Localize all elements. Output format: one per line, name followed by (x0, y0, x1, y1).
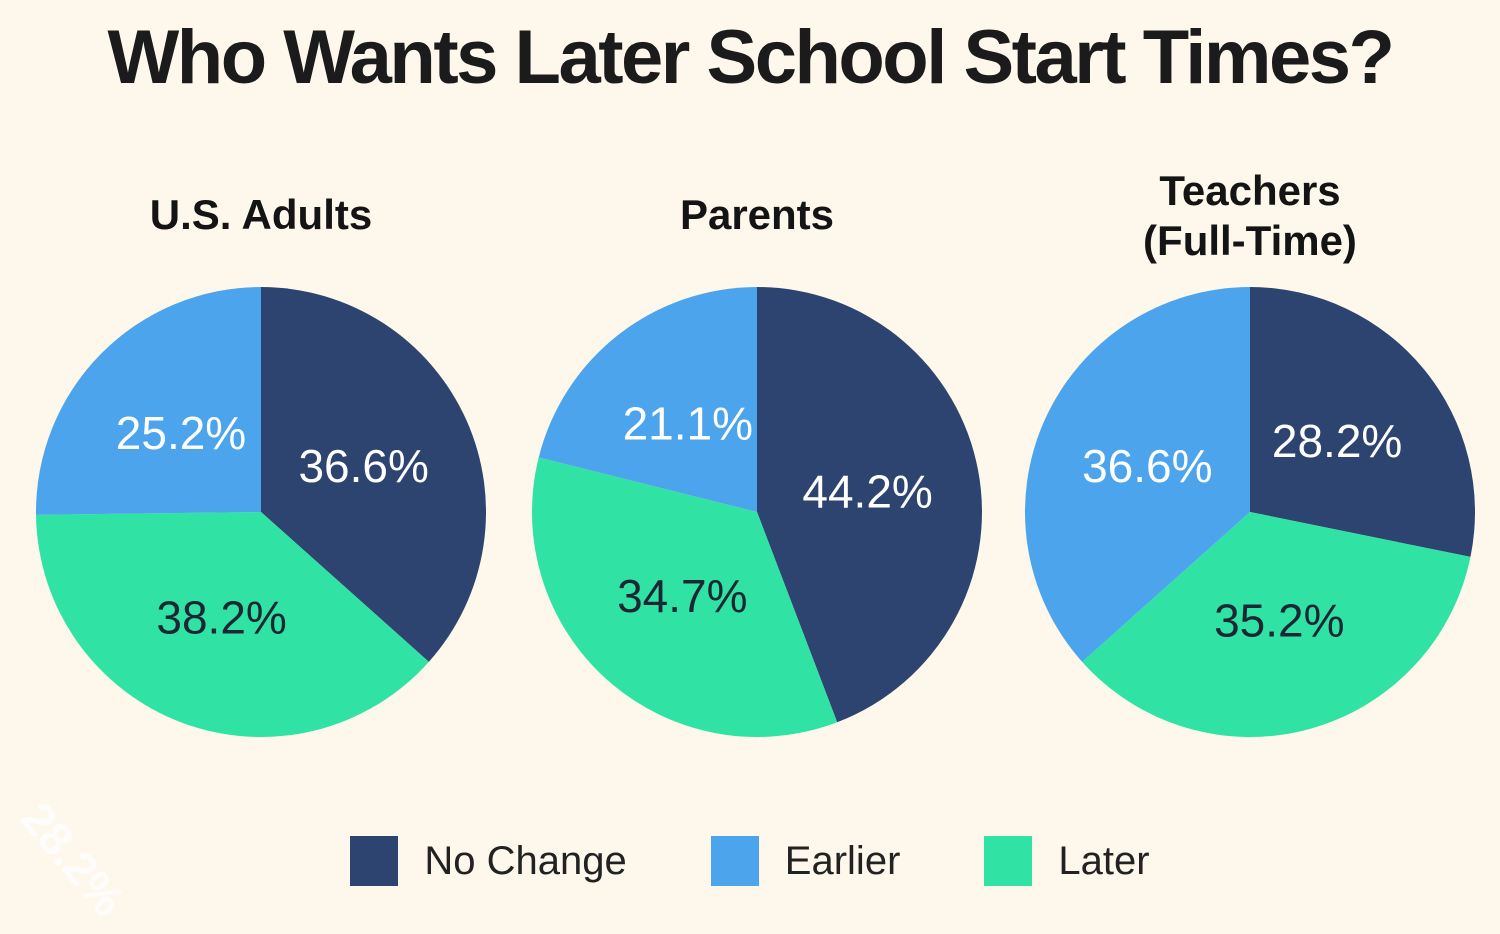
legend-swatch-no-change (350, 836, 399, 886)
pie-slice-later (532, 457, 838, 737)
page-title: Who Wants Later School Start Times? (107, 15, 1395, 100)
pie-slice-earlier (1025, 287, 1250, 662)
pie-title-us-adults: U.S. Adults (149, 191, 373, 238)
pie-slice-later (1082, 512, 1471, 737)
legend: No Change Earlier Later (0, 836, 1500, 886)
pie-chart-teachers: 28.2% 35.2% 36.6% (1025, 287, 1475, 737)
legend-label-earlier: Earlier (784, 838, 901, 883)
pie-slice-no-change (261, 287, 486, 662)
pie-title-parents: Parents (679, 191, 835, 238)
pie-slice-label: 38.2% (156, 591, 286, 643)
legend-swatch-later (984, 836, 1033, 886)
legend-swatch-earlier (710, 836, 759, 886)
pie-slice-earlier (36, 287, 261, 515)
pie-slice-label: 25.2% (116, 407, 246, 459)
legend-item-earlier: Earlier (710, 836, 901, 886)
pie-slice-no-change (757, 287, 982, 723)
pie-slice-label: 34.7% (617, 570, 747, 622)
pie-slice-label: 36.6% (1082, 440, 1212, 492)
pie-slice-label: 28.2% (1272, 415, 1402, 467)
pie-chart-us-adults: 36.6% 38.2% 25.2% (36, 287, 486, 737)
pie-slice-label: 44.2% (802, 466, 932, 518)
pie-slice-no-change (1250, 287, 1475, 557)
legend-label-no-change: No Change (424, 838, 627, 883)
pie-slice-label: 36.6% (298, 440, 428, 492)
legend-item-no-change: No Change (350, 836, 627, 886)
legend-label-later: Later (1058, 838, 1150, 883)
pie-slice-label: 35.2% (1214, 595, 1344, 647)
pie-slice-label: 21.1% (623, 397, 753, 449)
pie-title-teachers: Teachers (Full-Time) (1143, 167, 1357, 264)
pie-slice-earlier (538, 287, 757, 512)
pie-chart-parents: 44.2% 34.7% 21.1% (532, 287, 982, 737)
legend-item-later: Later (984, 836, 1150, 886)
pie-slice-later (36, 512, 429, 737)
